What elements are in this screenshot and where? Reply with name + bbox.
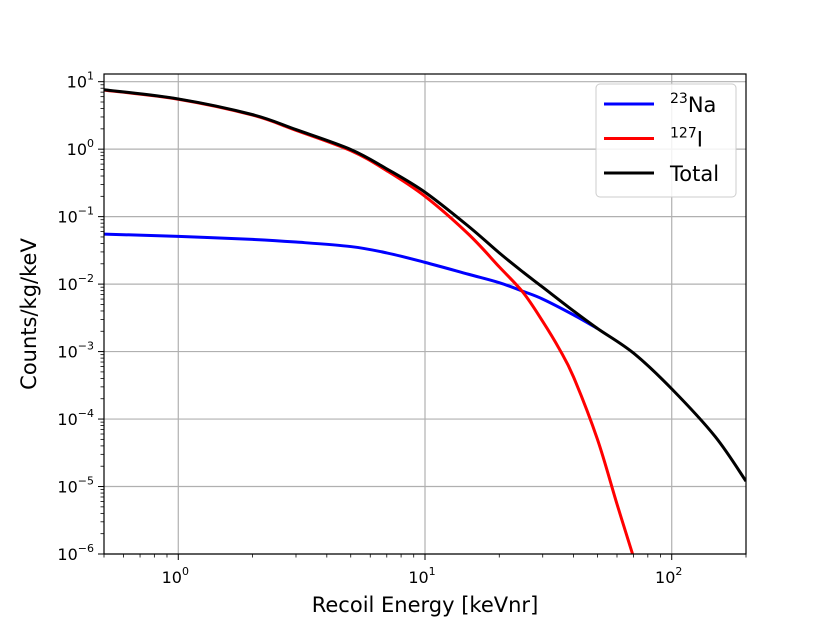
y-tick-label: 101 <box>67 70 94 92</box>
series-line-total <box>104 88 746 483</box>
series-line-na <box>104 232 599 330</box>
x-tick-label: 102 <box>655 565 682 587</box>
series-curves <box>104 88 746 554</box>
x-tick-label: 100 <box>162 565 189 587</box>
y-tick-label: 10−2 <box>57 272 94 294</box>
axis-ticks: 100 101 102 101 100 10−1 10−2 10−3 10−4 10−5 10−6 <box>57 70 747 587</box>
y-tick-label: 100 <box>67 137 94 159</box>
y-tick-label: 10−4 <box>57 407 94 429</box>
y-tick-label: 10−1 <box>57 205 94 227</box>
legend-box <box>595 83 737 198</box>
y-tick-label: 10−3 <box>57 340 94 362</box>
legend-label-total: Total <box>669 162 719 186</box>
legend-label-i: 127I <box>670 126 703 152</box>
x-axis-label: Recoil Energy [keVnr] <box>312 593 539 617</box>
y-axis-label: Counts/kg/keV <box>17 238 41 390</box>
y-tick-label: 10−5 <box>57 475 94 497</box>
legend-label-na: 23Na <box>670 91 716 117</box>
y-tick-label: 10−6 <box>57 542 94 564</box>
legend: 23Na 127I Total <box>595 83 737 198</box>
x-tick-label: 101 <box>408 565 435 587</box>
